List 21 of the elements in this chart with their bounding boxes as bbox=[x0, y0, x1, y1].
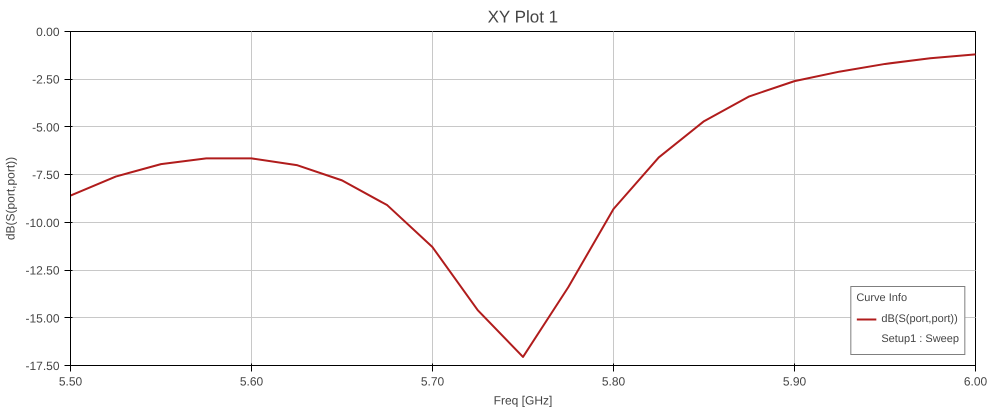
x-tick-label: 5.50 bbox=[58, 374, 83, 388]
y-tick-label: -2.50 bbox=[32, 72, 60, 87]
annotation: Setup1 : Sweep bbox=[881, 333, 959, 345]
x-tick-label: 5.90 bbox=[782, 374, 807, 388]
y-tick-label: -7.50 bbox=[32, 168, 60, 182]
x-tick-label: 6.00 bbox=[964, 374, 988, 388]
x-tick-label: 5.60 bbox=[240, 374, 264, 388]
x-tick-label: 5.80 bbox=[602, 374, 626, 388]
y-tick-label: -15.00 bbox=[25, 311, 60, 326]
x-tick-label: 5.70 bbox=[420, 374, 445, 388]
y-axis-title: dB(S(port,port)) bbox=[3, 156, 18, 240]
y-tick-label: 0.00 bbox=[36, 25, 60, 39]
y-tick-label: -17.50 bbox=[25, 359, 60, 373]
legend-label: dB(S(port,port)) bbox=[881, 313, 958, 325]
line-series bbox=[70, 53, 976, 358]
y-tick-label: -5.00 bbox=[32, 120, 60, 134]
chart-title: XY Plot 1 bbox=[488, 8, 558, 26]
y-tick-label: -10.00 bbox=[25, 216, 60, 230]
y-tick-label: -12.50 bbox=[25, 264, 60, 278]
legend-title: Curve Info bbox=[856, 292, 908, 304]
x-axis-title: Freq [GHz] bbox=[494, 394, 552, 408]
